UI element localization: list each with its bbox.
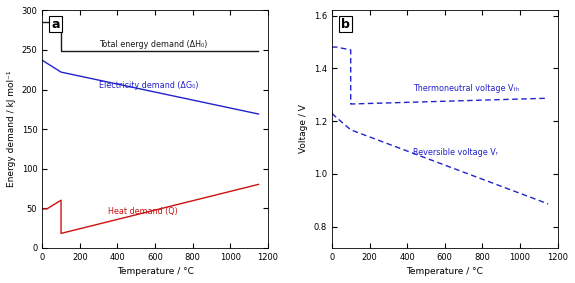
Text: Heat demand (Q): Heat demand (Q) — [108, 207, 178, 216]
Text: a: a — [51, 18, 60, 31]
X-axis label: Temperature / °C: Temperature / °C — [407, 267, 483, 276]
Text: Reversible voltage Vᵣ: Reversible voltage Vᵣ — [413, 148, 497, 157]
Text: b: b — [341, 18, 350, 31]
Y-axis label: Energy demand / kJ mol⁻¹: Energy demand / kJ mol⁻¹ — [7, 71, 16, 187]
Text: Thermoneutral voltage Vₜₕ: Thermoneutral voltage Vₜₕ — [413, 84, 519, 93]
Text: Electricity demand (ΔG₀): Electricity demand (ΔG₀) — [99, 81, 198, 90]
X-axis label: Temperature / °C: Temperature / °C — [117, 267, 194, 276]
Text: Total energy demand (ΔH₀): Total energy demand (ΔH₀) — [99, 40, 207, 49]
Y-axis label: Voltage / V: Voltage / V — [299, 105, 308, 153]
